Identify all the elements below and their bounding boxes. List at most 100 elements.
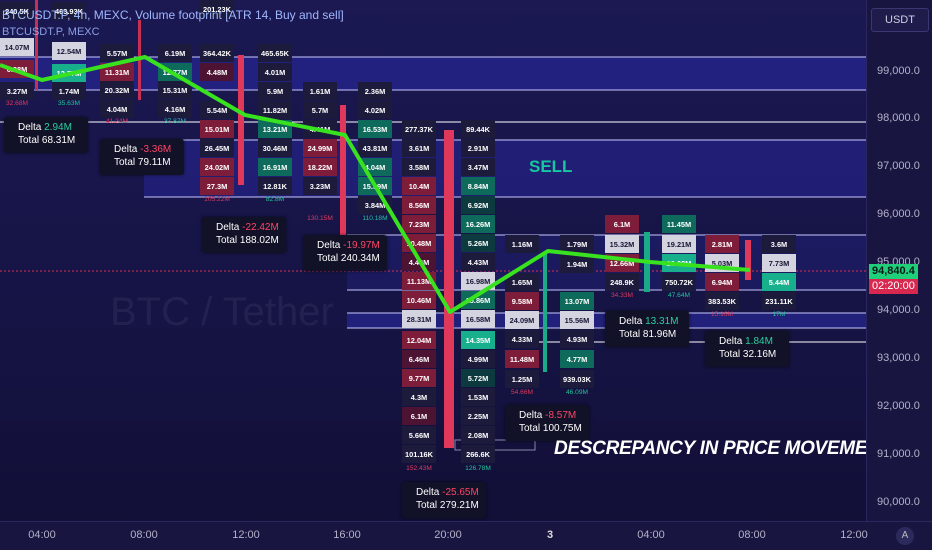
footprint-sell-volume: 130.15M [307,215,333,222]
footprint-buy-cell: 19.21M [662,235,696,253]
candle-body [340,105,346,235]
footprint-buy-cell: 15.31M [158,81,192,99]
delta-value: -25.65M [442,487,479,498]
delta-row: Delta 1.84M [719,335,789,348]
footprint-sell-cell: 5.57M [100,44,134,62]
chart-plot-area[interactable]: BTC / Tether 240.5K 14.07M 6.28M 3.27M 463.9… [0,0,866,521]
footprint-sell-cell: 10.48M [402,234,436,252]
sell-zone-band [144,140,866,197]
footprint-sell-cell: 364.42K [200,44,234,62]
footprint-buy-cell: 12.54M [52,42,86,60]
delta-label: Delta [114,144,141,155]
footprint-sell-cell: 5.7M [303,101,337,119]
footprint-buy-cell: 15.86M [461,291,495,309]
footprint-sell-cell: 248.9K [605,273,639,291]
footprint-buy-cell: 939.03K [560,370,594,388]
footprint-buy-cell: 266.6K [461,445,495,463]
price-scale[interactable]: USDT 99,000.0 98,000.0 97,000.0 96,000.0… [866,0,932,521]
footprint-buy-cell: 5.26M [461,234,495,252]
candle-body [745,240,751,280]
footprint-buy-cell: 2.91M [461,139,495,157]
total-row: Total 68.31M [18,134,88,147]
footprint-buy-cell: 5.9M [258,82,292,100]
footprint-sell-cell: 1.16M [505,235,539,253]
price-tick: 94,000.0 [877,304,920,316]
time-tick: 08:00 [130,529,158,541]
total-value: 279.21M [439,500,479,511]
total-row: Total 32.16M [719,348,789,361]
footprint-buy-cell: 23.02M [662,254,696,272]
footprint-buy-volume: 46.09M [566,389,588,396]
footprint-buy-cell: 465.65K [258,44,292,62]
countdown-tag: 02:20:00 [869,279,918,294]
footprint-sell-cell: 5.03M [705,254,739,272]
footprint-sell-cell: 7.23M [402,215,436,233]
footprint-buy-cell: 6.19M [158,44,192,62]
footprint-sell-cell: 277.37K [402,120,436,138]
footprint-buy-cell: 13.21M [258,120,292,138]
footprint-sell-cell: 24.02M [200,158,234,176]
footprint-sell-cell: 9.77M [402,369,436,387]
time-tick: 12:00 [232,529,260,541]
footprint-buy-cell: 2.25M [461,407,495,425]
footprint-buy-cell: 1.53M [461,388,495,406]
delta-value: -22.42M [242,222,279,233]
footprint-buy-cell: 7.73M [762,254,796,272]
delta-value: 2.94M [44,122,72,133]
time-scale[interactable]: 04:00 08:00 12:00 16:00 20:00 3 04:00 08… [0,521,932,550]
footprint-buy-cell: 3.6M [762,235,796,253]
footprint-buy-cell: 16.98M [461,272,495,290]
delta-row: Delta 2.94M [18,121,88,134]
footprint-buy-cell: 1.79M [560,235,594,253]
footprint-sell-cell: 27.3M [200,177,234,195]
indicator-legend[interactable]: BTCUSDT.P, 4h, MEXC, Volume footprint [A… [2,8,344,22]
footprint-buy-cell: 231.11K [762,292,796,310]
footprint-sell-cell: 6.46M [402,350,436,368]
footprint-sell-cell: 14.07M [0,38,34,56]
total-label: Total [114,157,138,168]
footprint-buy-volume: 17M [772,311,786,318]
footprint-buy-cell: 4.77M [560,350,594,368]
footprint-sell-cell: 3.27M [0,82,34,100]
footprint-sell-cell: 101.16K [402,445,436,463]
footprint-sell-cell: 5.54M [200,101,234,119]
time-tick: 04:00 [28,529,56,541]
footprint-sell-cell: 4.43M [402,253,436,271]
footprint-buy-cell: 16.53M [358,120,392,138]
candle-body [138,20,141,100]
footprint-buy-cell: 3.84M [358,196,392,214]
total-value: 100.75M [542,423,582,434]
footprint-buy-cell: 5.44M [762,273,796,291]
footprint-sell-cell: 383.53K [705,292,739,310]
footprint-buy-cell: 4.04M [358,158,392,176]
footprint-sell-cell: 6.28M [0,60,34,78]
footprint-buy-cell: 12.77M [52,64,86,82]
total-value: 188.02M [239,235,279,246]
candle-body [35,0,38,90]
price-tick: 93,000.0 [877,352,920,364]
footprint-sell-cell: 201.23K [200,0,234,18]
secondary-legend[interactable]: BTCUSDT.P, MEXC [2,26,100,38]
footprint-buy-cell: 14.35M [461,331,495,349]
price-tick: 98,000.0 [877,112,920,124]
footprint-sell-cell: 4.48M [200,63,234,81]
total-label: Total [18,135,42,146]
delta-label: Delta [416,487,443,498]
currency-selector[interactable]: USDT [871,8,929,32]
footprint-sell-cell: 26.45M [200,139,234,157]
delta-row: Delta -3.36M [114,143,184,156]
total-row: Total 240.34M [317,252,387,265]
time-tick: 12:00 [840,529,868,541]
footprint-buy-cell: 463.93K [52,2,86,20]
candle-body [543,252,547,372]
last-price-tag: 94,840.4 [869,264,918,279]
sell-label: SELL [529,157,573,176]
total-label: Total [719,349,743,360]
footprint-sell-cell: 10.4M [402,177,436,195]
footprint-sell-cell: 4.33M [505,330,539,348]
delta-label: Delta [719,336,746,347]
price-tick: 99,000.0 [877,65,920,77]
auto-scale-button[interactable]: A [896,527,914,545]
footprint-sell-cell: 5.66M [402,426,436,444]
total-row: Total 100.75M [519,422,589,435]
